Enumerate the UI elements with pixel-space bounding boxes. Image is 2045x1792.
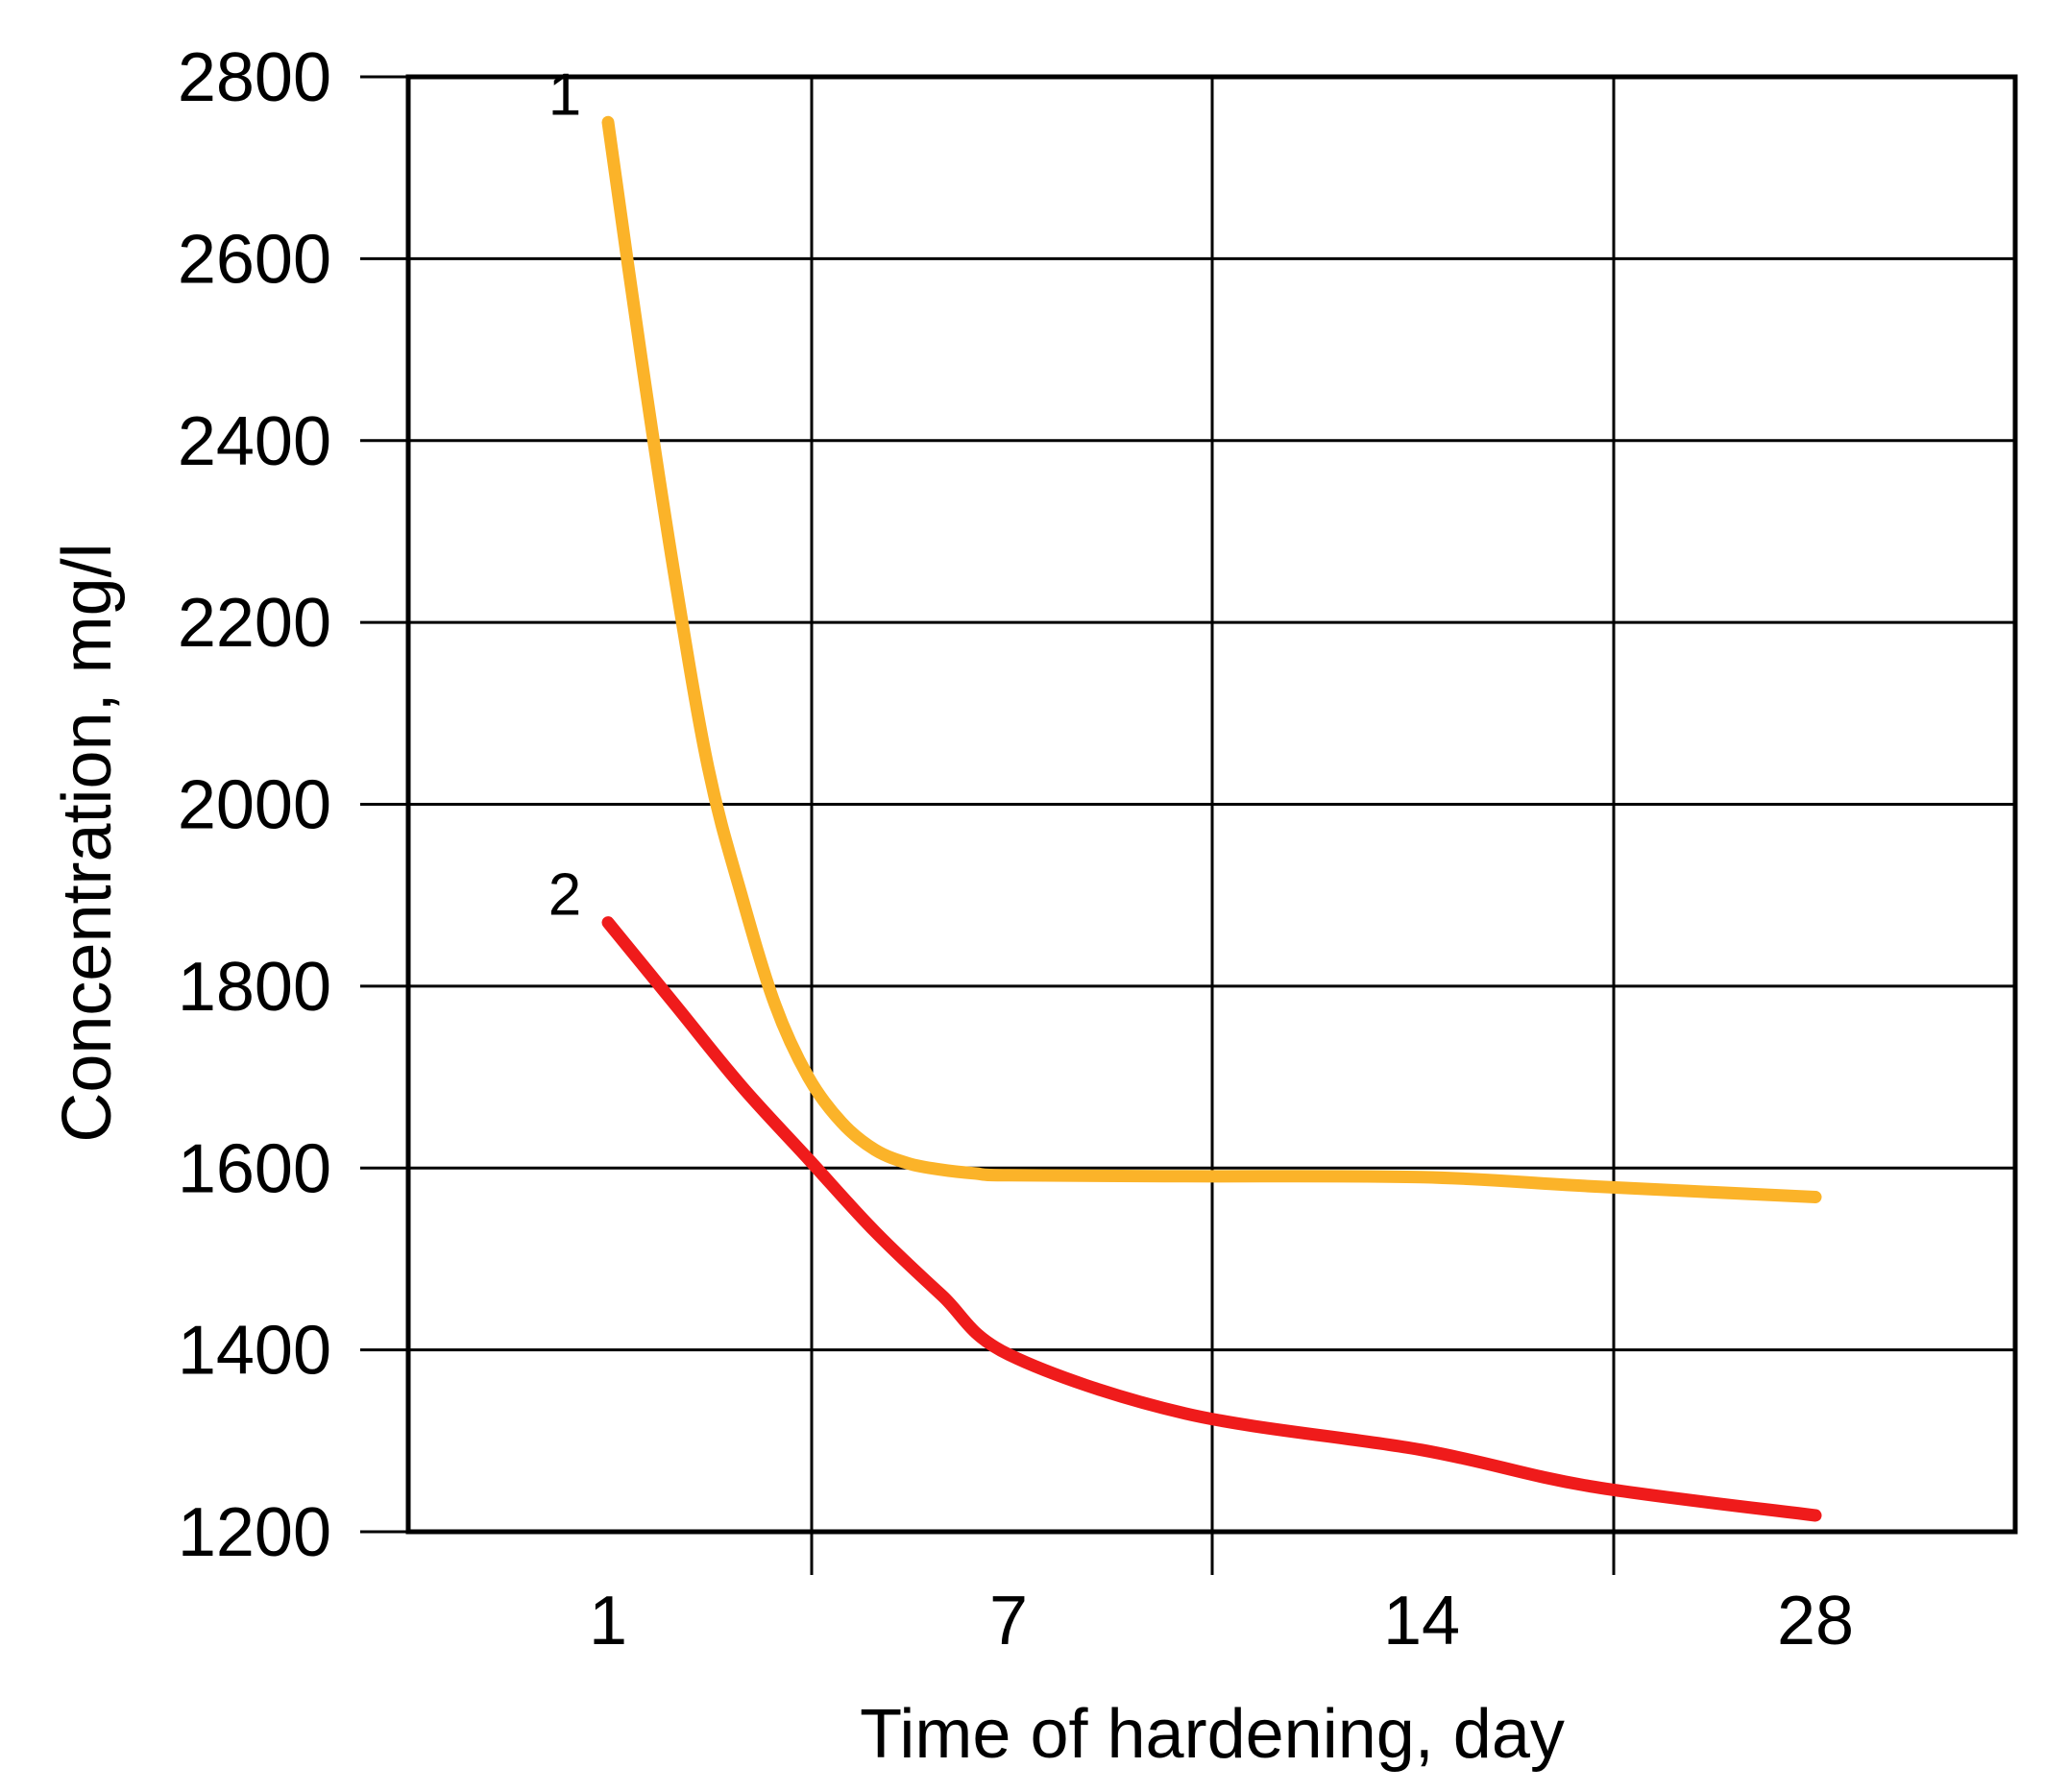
series-line-1: [601, 115, 1822, 1203]
x-axis-ticks: 1 7 14 28: [589, 1583, 1854, 1659]
y-tick-label: 2800: [178, 39, 331, 116]
grid: [408, 77, 2015, 1575]
series-label-1: 1: [548, 61, 581, 128]
x-tick-label: 7: [989, 1583, 1028, 1659]
y-tick-label: 1200: [178, 1494, 331, 1571]
x-tick-label: 14: [1383, 1583, 1460, 1659]
y-tick-label: 2200: [178, 585, 331, 662]
y-tick-label: 1600: [178, 1130, 331, 1207]
y-tick-label: 2600: [178, 221, 331, 298]
y-tick-label: 1400: [178, 1313, 331, 1390]
y-tick-label: 1800: [178, 949, 331, 1026]
y-tick-label: 2000: [178, 767, 331, 844]
series-lines: 12: [548, 61, 1822, 1522]
series-line-2: [601, 916, 1822, 1522]
x-tick-label: 28: [1777, 1583, 1854, 1659]
x-tick-label: 1: [589, 1583, 627, 1659]
y-axis-title: Concentration, mg/l: [49, 543, 126, 1142]
y-tick-label: 2400: [178, 403, 331, 480]
x-axis-title: Time of hardening, day: [860, 1696, 1565, 1773]
series-label-2: 2: [548, 862, 581, 929]
y-axis-ticks: 1200 1400 1600 1800 2000 2200 2400 2600 2800: [178, 39, 408, 1571]
